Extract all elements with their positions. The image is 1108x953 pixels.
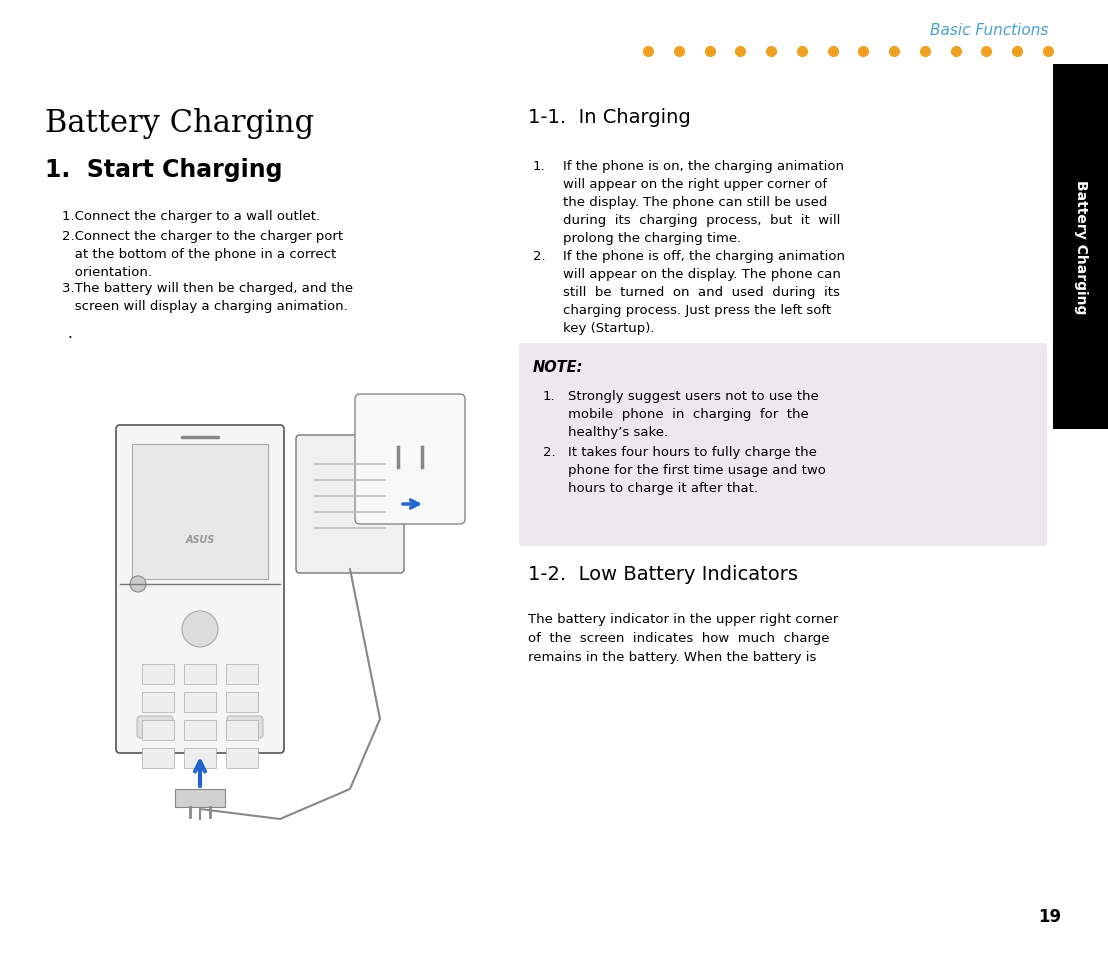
Text: 1.Connect the charger to a wall outlet.: 1.Connect the charger to a wall outlet. xyxy=(62,210,320,223)
Bar xyxy=(226,748,258,768)
Text: 2.: 2. xyxy=(543,446,555,458)
Text: Basic Functions: Basic Functions xyxy=(930,23,1048,38)
Text: If the phone is on, the charging animation
will appear on the right upper corner: If the phone is on, the charging animati… xyxy=(563,160,844,245)
Bar xyxy=(142,692,174,712)
Bar xyxy=(184,664,216,684)
Text: NOTE:: NOTE: xyxy=(533,359,584,375)
Bar xyxy=(226,720,258,740)
FancyBboxPatch shape xyxy=(296,436,404,574)
Circle shape xyxy=(182,612,218,647)
Text: 2.: 2. xyxy=(533,250,545,263)
Text: 1.: 1. xyxy=(543,390,555,402)
Text: 3.The battery will then be charged, and the
   screen will display a charging an: 3.The battery will then be charged, and … xyxy=(62,282,353,313)
Bar xyxy=(184,720,216,740)
FancyBboxPatch shape xyxy=(137,717,173,739)
Text: 1.: 1. xyxy=(533,160,545,172)
Text: Battery Charging: Battery Charging xyxy=(1074,180,1087,314)
FancyBboxPatch shape xyxy=(227,717,263,739)
Text: 2.Connect the charger to the charger port
   at the bottom of the phone in a cor: 2.Connect the charger to the charger por… xyxy=(62,230,343,278)
FancyBboxPatch shape xyxy=(355,395,465,524)
FancyBboxPatch shape xyxy=(519,344,1047,546)
Text: 1-2.  Low Battery Indicators: 1-2. Low Battery Indicators xyxy=(529,564,798,583)
Bar xyxy=(132,444,268,579)
Text: Battery Charging: Battery Charging xyxy=(45,108,315,139)
Bar xyxy=(184,748,216,768)
Bar xyxy=(184,692,216,712)
Bar xyxy=(226,664,258,684)
Text: It takes four hours to fully charge the
phone for the first time usage and two
h: It takes four hours to fully charge the … xyxy=(568,446,825,495)
Text: 1-1.  In Charging: 1-1. In Charging xyxy=(529,108,690,127)
Text: 19: 19 xyxy=(1038,907,1061,925)
Text: The battery indicator in the upper right corner
of  the  screen  indicates  how : The battery indicator in the upper right… xyxy=(529,613,839,663)
Bar xyxy=(226,692,258,712)
Text: If the phone is off, the charging animation
will appear on the display. The phon: If the phone is off, the charging animat… xyxy=(563,250,845,335)
Text: .: . xyxy=(66,326,72,340)
FancyBboxPatch shape xyxy=(116,426,284,753)
Bar xyxy=(142,720,174,740)
Bar xyxy=(1053,65,1108,430)
Bar xyxy=(142,748,174,768)
Text: 1.  Start Charging: 1. Start Charging xyxy=(45,158,283,182)
Bar xyxy=(142,664,174,684)
Text: ASUS: ASUS xyxy=(185,535,215,544)
Bar xyxy=(175,789,225,807)
Circle shape xyxy=(130,577,146,593)
Text: Strongly suggest users not to use the
mobile  phone  in  charging  for  the
heal: Strongly suggest users not to use the mo… xyxy=(568,390,819,438)
